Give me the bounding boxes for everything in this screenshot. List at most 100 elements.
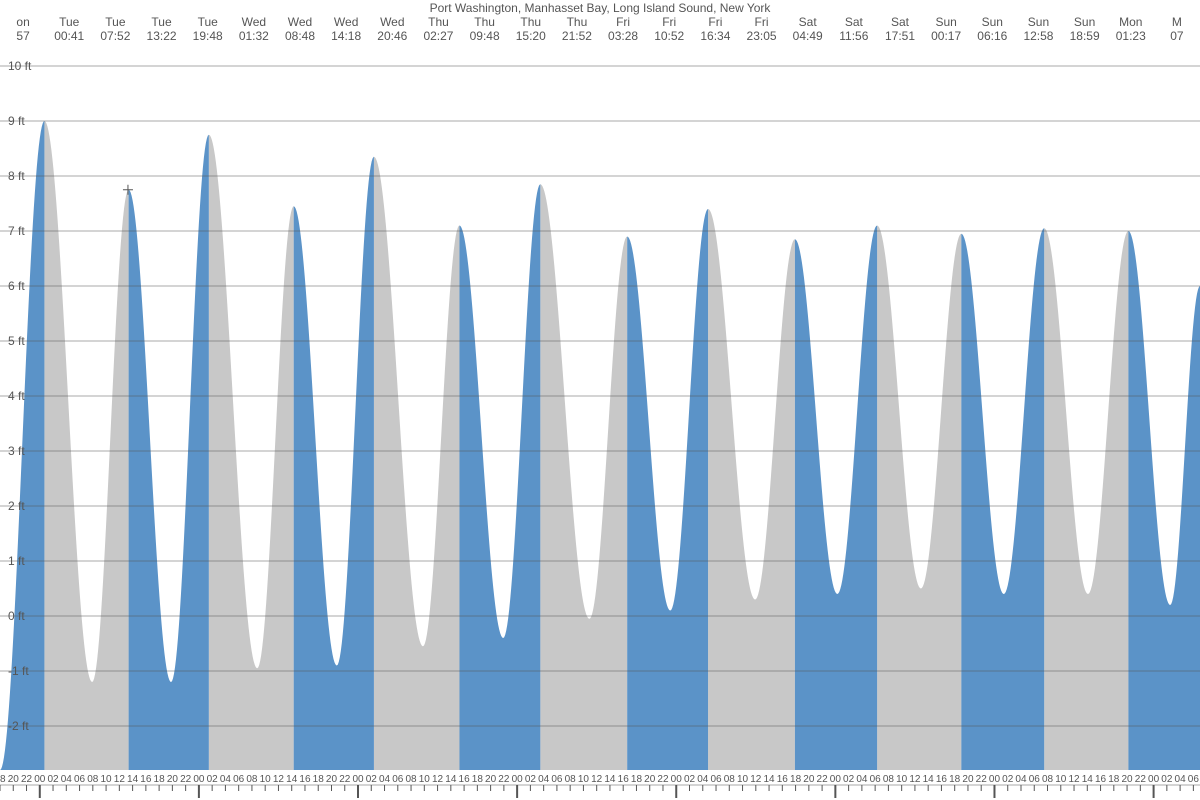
tide-fill (294, 157, 374, 770)
x-tick-label: 22 (180, 774, 192, 785)
x-tick-label: 20 (8, 774, 20, 785)
x-tick-label: 20 (962, 774, 974, 785)
x-tick-label: 12 (273, 774, 285, 785)
header-day: Sun (1028, 15, 1049, 29)
y-tick-label: -1 ft (8, 664, 29, 678)
header-day: Sat (845, 15, 864, 29)
header-day: Tue (59, 15, 80, 29)
header-day: Fri (616, 15, 630, 29)
x-tick-label: 00 (1148, 774, 1160, 785)
header-day: on (16, 15, 29, 29)
x-tick-label: 04 (856, 774, 868, 785)
tide-fill (44, 121, 128, 770)
header-time: 01:32 (239, 29, 269, 43)
x-tick-label: 22 (976, 774, 988, 785)
x-tick-label: 06 (233, 774, 245, 785)
x-tick-label: 22 (21, 774, 33, 785)
x-tick-label: 16 (936, 774, 948, 785)
x-tick-label: 00 (989, 774, 1001, 785)
x-tick-label: 16 (1095, 774, 1107, 785)
tide-fill (459, 184, 540, 770)
x-tick-label: 10 (896, 774, 908, 785)
header-time: 02:27 (423, 29, 453, 43)
x-tick-label: 06 (1188, 774, 1200, 785)
header-time: 04:49 (793, 29, 823, 43)
x-tick-label: 14 (923, 774, 935, 785)
header-time: 19:48 (193, 29, 223, 43)
x-tick-label: 18 (1108, 774, 1120, 785)
x-tick-label: 00 (830, 774, 842, 785)
tide-fill (1044, 228, 1128, 770)
header-day: Tue (151, 15, 172, 29)
x-tick-label: 16 (299, 774, 311, 785)
header-day: Sun (935, 15, 956, 29)
x-tick-label: 20 (644, 774, 656, 785)
x-tick-label: 02 (207, 774, 219, 785)
x-tick-label: 00 (352, 774, 364, 785)
x-tick-label: 12 (432, 774, 444, 785)
header-time: 07 (1170, 29, 1184, 43)
x-tick-label: 04 (538, 774, 550, 785)
x-tick-label: 04 (1015, 774, 1027, 785)
tide-svg: Port Washington, Manhasset Bay, Long Isl… (0, 0, 1200, 800)
x-tick-label: 14 (1082, 774, 1094, 785)
tide-chart: Port Washington, Manhasset Bay, Long Isl… (0, 0, 1200, 800)
x-tick-label: 06 (74, 774, 86, 785)
y-tick-label: 0 ft (8, 609, 25, 623)
header-day: Thu (567, 15, 588, 29)
header-day: Sat (891, 15, 910, 29)
x-tick-label: 22 (817, 774, 829, 785)
header-day: Thu (428, 15, 449, 29)
header-time: 23:05 (747, 29, 777, 43)
header-time: 01:23 (1116, 29, 1146, 43)
x-tick-label: 00 (671, 774, 683, 785)
x-tick-label: 02 (525, 774, 537, 785)
x-tick-label: 18 (631, 774, 643, 785)
x-tick-label: 18 (790, 774, 802, 785)
header-time: 00:17 (931, 29, 961, 43)
x-tick-label: 08 (565, 774, 577, 785)
x-tick-label: 20 (167, 774, 179, 785)
x-tick-label: 14 (286, 774, 298, 785)
y-tick-label: -2 ft (8, 719, 29, 733)
x-tick-label: 12 (591, 774, 603, 785)
x-tick-label: 14 (445, 774, 457, 785)
x-tick-label: 08 (1042, 774, 1054, 785)
header-time: 13:22 (147, 29, 177, 43)
header-day: Sat (799, 15, 818, 29)
x-tick-label: 02 (684, 774, 696, 785)
tide-fill (209, 135, 294, 770)
x-tick-label: 10 (737, 774, 749, 785)
tide-fill (795, 226, 877, 771)
header-day: Tue (105, 15, 126, 29)
header-day: Wed (242, 15, 266, 29)
header-time: 07:52 (100, 29, 130, 43)
x-tick-label: 04 (1175, 774, 1187, 785)
x-tick-label: 14 (127, 774, 139, 785)
x-tick-label: 18 (949, 774, 961, 785)
header-day: Fri (662, 15, 676, 29)
header-time: 09:48 (470, 29, 500, 43)
y-tick-label: 3 ft (8, 444, 25, 458)
x-tick-label: 20 (485, 774, 497, 785)
x-tick-label: 12 (750, 774, 762, 785)
x-tick-label: 18 (154, 774, 166, 785)
tide-fill (129, 135, 209, 770)
x-tick-label: 06 (551, 774, 563, 785)
y-tick-label: 10 ft (8, 59, 32, 73)
x-tick-label: 14 (763, 774, 775, 785)
x-tick-label: 02 (1002, 774, 1014, 785)
tide-fill (961, 228, 1044, 770)
y-tick-label: 4 ft (8, 389, 25, 403)
y-tick-label: 6 ft (8, 279, 25, 293)
header-time: 15:20 (516, 29, 546, 43)
x-tick-label: 06 (710, 774, 722, 785)
x-tick-label: 06 (870, 774, 882, 785)
header-day: Mon (1119, 15, 1142, 29)
x-tick-label: 10 (419, 774, 431, 785)
x-tick-label: 10 (1055, 774, 1067, 785)
tide-fill (708, 209, 795, 770)
header-time: 10:52 (654, 29, 684, 43)
header-time: 14:18 (331, 29, 361, 43)
header-day: Wed (288, 15, 312, 29)
